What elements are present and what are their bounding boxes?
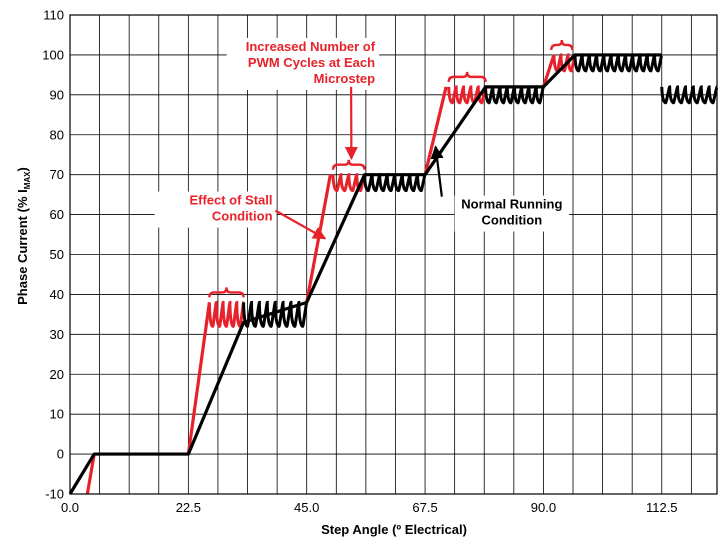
black-series-ripple (242, 300, 309, 328)
annotation-text: Effect of Stall Condition (189, 193, 272, 224)
red-series-ripple (331, 173, 367, 193)
y-tick-label: 40 (50, 287, 64, 302)
x-tick-label: 45.0 (294, 500, 319, 515)
red-series-ramp (541, 54, 556, 88)
red-series-ramp (423, 86, 448, 176)
annotation-line: Normal Running (461, 197, 562, 212)
y-tick-label: -10 (45, 487, 64, 502)
y-tick-label: 50 (50, 247, 64, 262)
grid-layer (70, 14, 717, 495)
black-series-ripple (484, 85, 545, 105)
black-series-ripple (363, 173, 427, 193)
y-axis-title: Phase Current (% IMAX) (15, 167, 32, 305)
x-axis-title: Step Angle (º Electrical) (321, 522, 467, 537)
y-tick-label: 70 (50, 167, 64, 182)
y-tick-label: 10 (50, 407, 64, 422)
y-axis-title-close: ) (15, 167, 30, 171)
black-series-ripple (660, 85, 718, 105)
plot-frame (69, 14, 718, 495)
y-tick-label: 100 (42, 47, 64, 62)
annotation-backdrop (226, 37, 380, 90)
red-series-ramp (186, 302, 211, 455)
pwm-cycle-brace (208, 287, 245, 298)
tick-label-layer: 0.0 22.5 45.0 67.5 90.0 112.5 -10 0 10 20 30 40 50 60… (42, 8, 677, 516)
y-axis-title-subscript: MAX (23, 171, 32, 189)
red-series-ripple (207, 300, 246, 328)
x-tick-label: 67.5 (412, 500, 437, 515)
y-tick-label: 60 (50, 207, 64, 222)
annotation-arrow (274, 209, 327, 240)
y-tick-label: 90 (50, 87, 64, 102)
red-series-ramp (305, 174, 332, 303)
annotation-line: Condition (482, 213, 543, 228)
pwm-cycle-brace (331, 159, 366, 170)
annotation-layer: Increased Number of PWM Cycles at Each Mic… (154, 37, 574, 298)
black-series-line (68, 53, 662, 495)
annotation-text: Increased Number of PWM Cycles at Each Mic… (246, 39, 376, 86)
pwm-cycle-brace (550, 39, 574, 51)
annotation-line: PWM Cycles at Each (248, 55, 375, 70)
series-layer (68, 53, 718, 495)
y-tick-label: 0 (57, 447, 64, 462)
black-series-ripple (573, 53, 664, 73)
x-tick-label: 0.0 (61, 500, 79, 515)
x-tick-label: 22.5 (176, 500, 201, 515)
annotation-text: Normal Running Condition (461, 197, 562, 228)
annotation-line: Effect of Stall (189, 193, 272, 208)
annotation-arrow (430, 145, 444, 197)
y-tick-label: 20 (50, 367, 64, 382)
annotation-line: Condition (212, 209, 273, 224)
y-tick-label: 110 (43, 8, 64, 23)
y-axis-title-main: Phase Current (% I (15, 189, 30, 305)
annotation-backdrop (154, 191, 277, 228)
x-tick-label: 90.0 (531, 500, 556, 515)
annotation-line: Increased Number of (246, 39, 376, 54)
red-series-ramp (85, 453, 96, 495)
y-tick-label: 80 (50, 127, 64, 142)
annotation-line: Microstep (314, 71, 375, 86)
y-tick-label: 30 (50, 327, 64, 342)
x-tick-label: 112.5 (646, 500, 678, 515)
annotation-backdrop (454, 195, 570, 232)
